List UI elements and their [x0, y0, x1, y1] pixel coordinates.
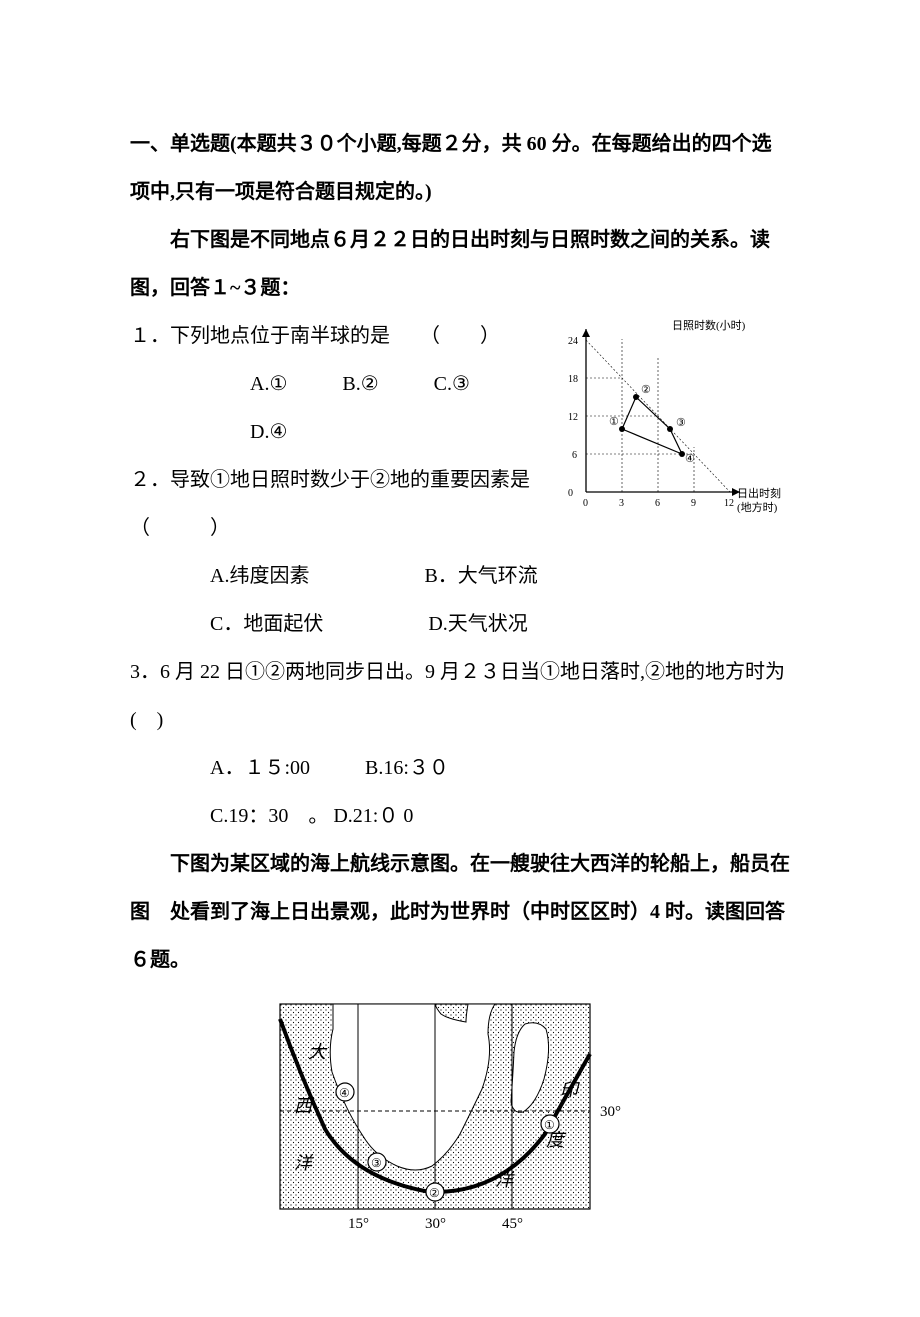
- q2-optA: A.纬度因素: [210, 552, 309, 600]
- lon-label-45: 45°: [502, 1216, 523, 1232]
- q3-optD: D.21:０ 0: [333, 792, 413, 840]
- q1-optD: D.④: [250, 408, 287, 456]
- passage1-intro: 右下图是不同地点６月２２日的日出时刻与日照时数之间的关系。读图，回答１~３题：: [130, 216, 790, 312]
- svg-text:12: 12: [724, 498, 734, 509]
- q2-optD: D.天气状况: [428, 600, 527, 648]
- ocean-label-yang1: 洋: [294, 1153, 314, 1173]
- chart-y-title: 日照时数(小时): [672, 319, 746, 332]
- chart-point-2: ②: [641, 384, 651, 396]
- map-point-4: ④: [339, 1086, 350, 1100]
- ocean-label-yin: 印: [560, 1080, 580, 1100]
- lon-label-15: 15°: [348, 1216, 369, 1232]
- chart-x-title-1: 日出时刻: [737, 486, 781, 500]
- q1-optA: A.①: [250, 360, 287, 408]
- lon-label-30: 30°: [425, 1216, 446, 1232]
- map-point-3: ③: [371, 1156, 382, 1170]
- svg-text:6: 6: [572, 450, 577, 461]
- svg-text:3: 3: [619, 498, 624, 509]
- svg-text:18: 18: [568, 374, 578, 385]
- svg-text:6: 6: [655, 498, 660, 509]
- q1-optC: C.③: [434, 360, 470, 408]
- chart-point-4: ④: [685, 453, 695, 465]
- q3-optB: B.16:３０: [365, 744, 449, 792]
- q2-optC: C．地面起伏: [210, 600, 323, 648]
- lat-label-30: 30°: [600, 1104, 621, 1120]
- ocean-label-du: 度: [546, 1130, 567, 1150]
- chart-point-1: ①: [609, 416, 619, 428]
- map-shipping-route: 15° 30° 45° 30° ④ ③ ② ① 大 西 洋 印 度 洋: [130, 994, 790, 1257]
- q1-optB: B.②: [342, 360, 378, 408]
- svg-text:0: 0: [583, 498, 588, 509]
- q2-optB: B．大气环流: [424, 552, 537, 600]
- map-point-2: ②: [429, 1186, 440, 1200]
- svg-text:9: 9: [691, 498, 696, 509]
- section-header: 一、单选题(本题共３０个小题,每题２分，共 60 分。在每题给出的四个选项中,只…: [130, 120, 790, 216]
- question-3: 3．6 月 22 日①②两地同步日出。9 月２３日当①地日落时,②地的地方时为 …: [130, 648, 790, 744]
- passage2-intro: 下图为某区域的海上航线示意图。在一艘驶往大西洋的轮船上，船员在图 处看到了海上日…: [130, 840, 790, 984]
- ocean-label-da: 大: [308, 1042, 328, 1062]
- chart-x-title-2: (地方时): [737, 500, 778, 514]
- chart-sunlight-vs-sunrise: 日照时数(小时) 日出时刻 (地方时): [560, 317, 790, 517]
- svg-text:24: 24: [568, 336, 578, 347]
- ocean-label-xi: 西: [294, 1096, 315, 1116]
- q3-optC: C.19：30 。: [210, 792, 328, 840]
- ocean-label-yang2: 洋: [495, 1170, 515, 1190]
- svg-text:12: 12: [568, 412, 578, 423]
- q3-optA: A．１５:00: [210, 744, 310, 792]
- chart-point-3: ③: [676, 417, 686, 429]
- svg-text:0: 0: [568, 488, 573, 499]
